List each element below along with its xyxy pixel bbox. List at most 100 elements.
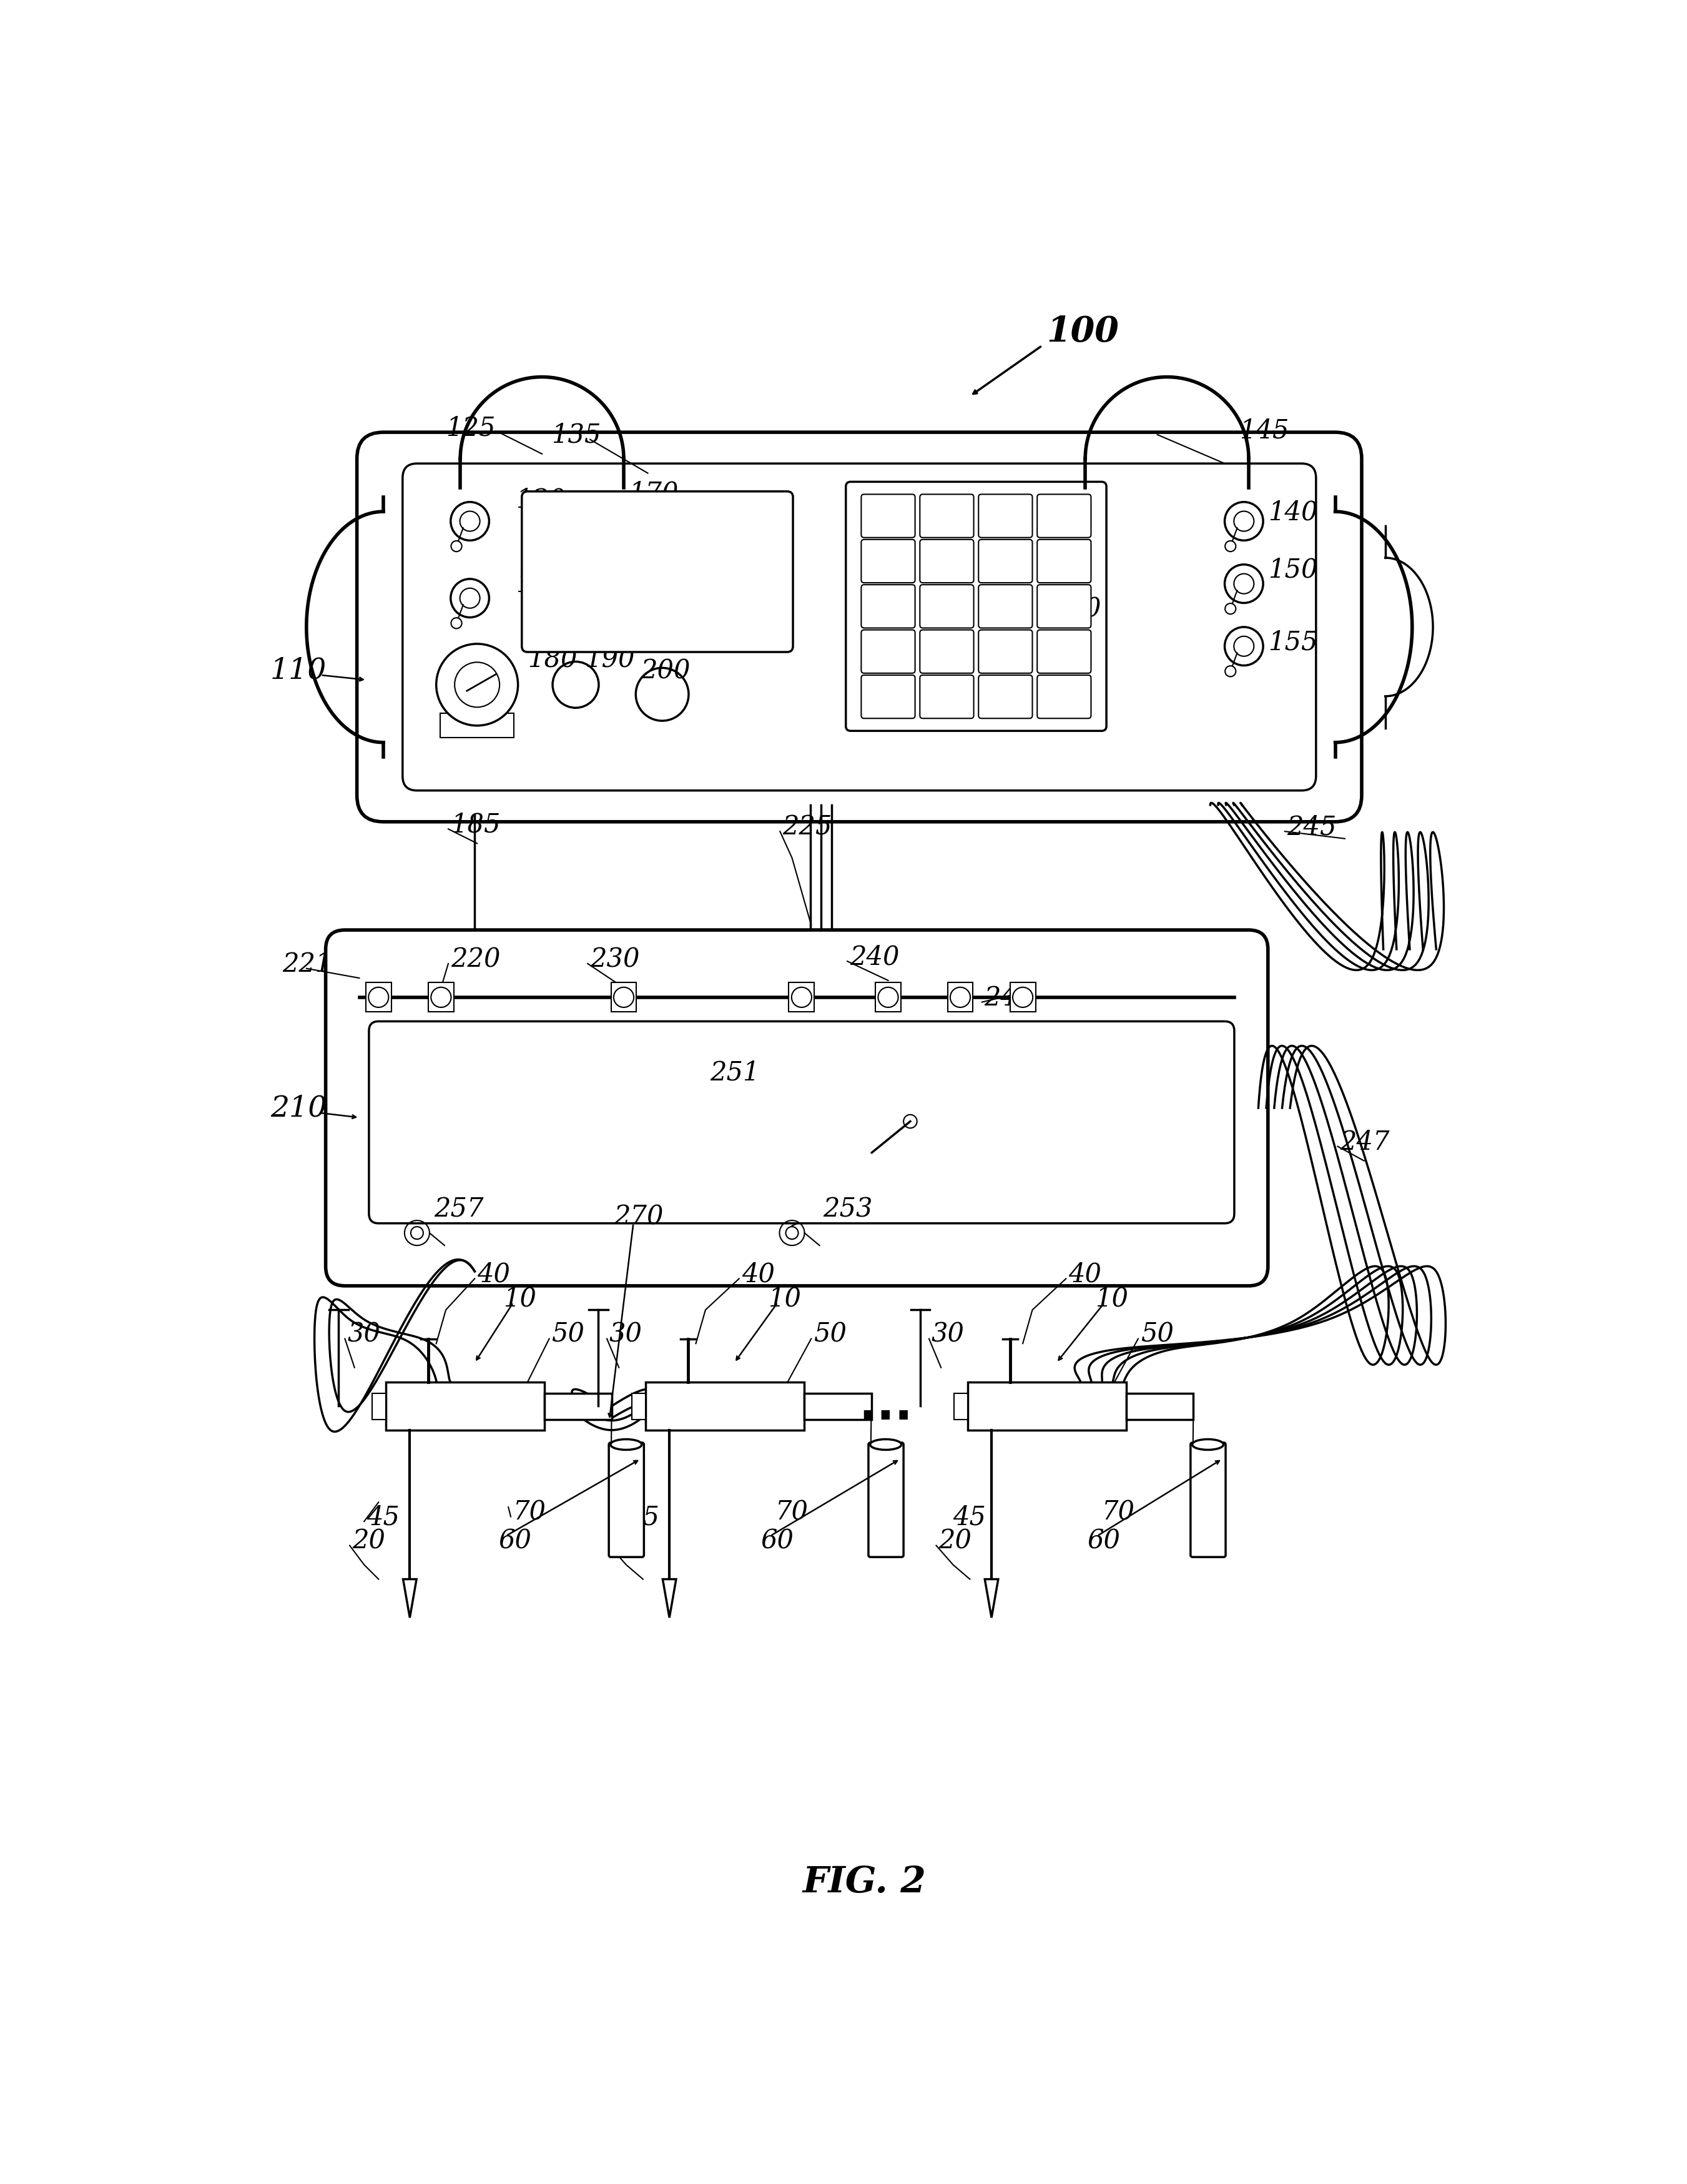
Bar: [646, 1382, 805, 1431]
Text: 50: 50: [1140, 1321, 1174, 1348]
FancyBboxPatch shape: [919, 496, 973, 537]
Polygon shape: [403, 1579, 417, 1618]
Text: 247: 247: [1339, 1129, 1390, 1155]
Ellipse shape: [611, 1439, 641, 1450]
Text: 120: 120: [516, 487, 565, 513]
Circle shape: [437, 644, 518, 725]
Text: 242: 242: [984, 985, 1034, 1011]
Text: 145: 145: [1238, 417, 1289, 443]
Text: 20: 20: [612, 1529, 644, 1555]
Circle shape: [1225, 542, 1237, 553]
FancyBboxPatch shape: [358, 432, 1361, 821]
Text: 240: 240: [850, 943, 899, 970]
Bar: [876, 983, 901, 1011]
FancyBboxPatch shape: [862, 585, 914, 629]
Bar: [1127, 1393, 1193, 1420]
Text: 251: 251: [710, 1059, 759, 1085]
Bar: [948, 983, 973, 1011]
Text: 10: 10: [768, 1284, 801, 1310]
Text: 100: 100: [1048, 314, 1118, 349]
Text: 10: 10: [1095, 1284, 1129, 1310]
Text: 257: 257: [434, 1197, 484, 1223]
Bar: [366, 983, 391, 1011]
Text: 40: 40: [1068, 1260, 1102, 1286]
Text: 140: 140: [1269, 498, 1318, 524]
FancyBboxPatch shape: [1038, 585, 1091, 629]
Text: 50: 50: [813, 1321, 847, 1348]
FancyBboxPatch shape: [521, 491, 793, 653]
Circle shape: [450, 542, 462, 553]
Text: 70: 70: [513, 1498, 547, 1524]
FancyBboxPatch shape: [1038, 539, 1091, 583]
FancyBboxPatch shape: [978, 585, 1032, 629]
Text: 190: 190: [585, 646, 634, 673]
Text: FIG. 2: FIG. 2: [803, 1865, 926, 1900]
Text: 225: 225: [783, 815, 832, 841]
Bar: [373, 1393, 386, 1420]
Circle shape: [1225, 666, 1237, 677]
Bar: [967, 1382, 1127, 1431]
Bar: [611, 983, 636, 1011]
Bar: [545, 1393, 612, 1420]
FancyBboxPatch shape: [862, 675, 914, 719]
FancyBboxPatch shape: [403, 463, 1316, 791]
Text: 230: 230: [590, 946, 639, 972]
Text: 150: 150: [1269, 557, 1318, 583]
Text: 60: 60: [499, 1529, 531, 1555]
FancyBboxPatch shape: [862, 496, 914, 537]
Text: 40: 40: [477, 1260, 509, 1286]
Text: ...: ...: [859, 1382, 913, 1428]
Bar: [440, 714, 515, 738]
FancyBboxPatch shape: [1038, 631, 1091, 673]
Bar: [805, 1393, 870, 1420]
FancyBboxPatch shape: [978, 539, 1032, 583]
Text: 245: 245: [1287, 815, 1336, 841]
Polygon shape: [663, 1579, 676, 1618]
Text: 170: 170: [629, 480, 678, 507]
Text: 45: 45: [366, 1505, 400, 1531]
Bar: [1011, 983, 1036, 1011]
FancyBboxPatch shape: [869, 1444, 904, 1557]
FancyBboxPatch shape: [978, 496, 1032, 537]
FancyBboxPatch shape: [919, 631, 973, 673]
Text: 253: 253: [823, 1197, 872, 1223]
Ellipse shape: [1193, 1439, 1223, 1450]
Text: 20: 20: [938, 1529, 972, 1555]
Bar: [790, 983, 815, 1011]
Text: 45: 45: [953, 1505, 987, 1531]
Text: 110: 110: [270, 657, 327, 686]
Bar: [386, 1382, 545, 1431]
Text: 135: 135: [552, 422, 601, 448]
Text: 130: 130: [516, 570, 565, 596]
FancyBboxPatch shape: [1038, 675, 1091, 719]
Text: 50: 50: [552, 1321, 585, 1348]
FancyBboxPatch shape: [326, 930, 1269, 1286]
FancyBboxPatch shape: [862, 539, 914, 583]
Text: 200: 200: [641, 657, 690, 684]
Text: 30: 30: [609, 1321, 643, 1348]
Ellipse shape: [870, 1439, 901, 1450]
FancyBboxPatch shape: [919, 675, 973, 719]
FancyBboxPatch shape: [978, 631, 1032, 673]
Text: 160: 160: [1051, 594, 1102, 620]
Text: 45: 45: [626, 1505, 660, 1531]
Text: 60: 60: [1088, 1529, 1120, 1555]
Text: 20: 20: [353, 1529, 385, 1555]
Bar: [428, 983, 454, 1011]
Text: 70: 70: [1102, 1498, 1135, 1524]
Text: 270: 270: [614, 1203, 663, 1230]
FancyBboxPatch shape: [919, 585, 973, 629]
Text: 185: 185: [450, 812, 501, 839]
FancyBboxPatch shape: [1038, 496, 1091, 537]
Text: 210: 210: [270, 1094, 327, 1123]
Text: 155: 155: [1269, 629, 1318, 655]
FancyBboxPatch shape: [919, 539, 973, 583]
Bar: [633, 1393, 646, 1420]
Circle shape: [1225, 603, 1237, 614]
Text: 221: 221: [282, 950, 332, 976]
FancyBboxPatch shape: [369, 1022, 1235, 1223]
FancyBboxPatch shape: [862, 631, 914, 673]
Text: 60: 60: [761, 1529, 795, 1555]
FancyBboxPatch shape: [609, 1444, 644, 1557]
Text: 220: 220: [450, 946, 501, 972]
